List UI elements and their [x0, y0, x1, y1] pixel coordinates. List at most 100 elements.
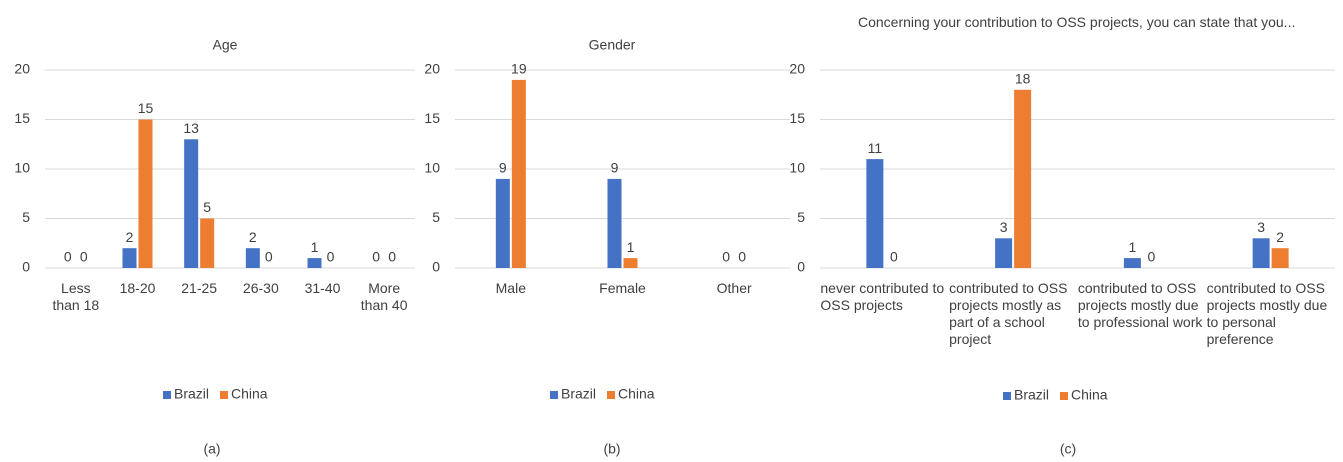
data-label: 11 — [868, 140, 883, 156]
data-label: 3 — [1257, 219, 1265, 235]
x-tick-label-box: Less than 18 — [52, 280, 100, 313]
data-label: 2 — [1276, 229, 1284, 245]
y-tick-label: 0 — [797, 259, 805, 275]
x-tick-label: Less than 18 — [52, 280, 100, 313]
legend-label: Brazil — [1014, 387, 1049, 403]
legend-label: Brazil — [561, 386, 596, 402]
chart-title: Age — [213, 37, 238, 53]
bar — [245, 248, 260, 268]
data-label: 1 — [311, 239, 319, 255]
y-tick-label: 5 — [797, 209, 805, 225]
bar — [623, 258, 638, 268]
data-label: 0 — [64, 249, 72, 265]
data-label: 0 — [388, 249, 396, 265]
bar — [866, 159, 884, 268]
legend-swatch — [1003, 392, 1011, 400]
x-tick-label: contributed to OSS projects mostly due t… — [1077, 280, 1203, 330]
x-tick-label: never contributed to OSS projects — [820, 280, 945, 313]
caption: (b) — [603, 441, 620, 457]
y-tick-label: 10 — [789, 160, 805, 176]
legend-swatch — [607, 391, 616, 399]
data-label: 0 — [890, 249, 898, 265]
y-tick-label: 20 — [424, 61, 440, 77]
y-tick-label: 10 — [424, 160, 440, 176]
bar — [495, 178, 510, 268]
data-label: 18 — [1015, 71, 1031, 87]
data-label: 19 — [511, 61, 527, 77]
chart-title: Gender — [589, 37, 636, 53]
y-tick-label: 20 — [789, 61, 805, 77]
x-tick-label-box: 18-20 — [119, 280, 156, 296]
bar — [138, 119, 153, 268]
x-tick-label-box: contributed to OSS projects mostly due t… — [1206, 280, 1328, 347]
data-label: 0 — [372, 249, 380, 265]
x-tick-label-box: contributed to OSS projects mostly due t… — [1077, 280, 1203, 330]
bar — [1123, 258, 1141, 268]
bar — [1252, 238, 1270, 268]
chart-title-box: Concerning your contribution to OSS proj… — [858, 14, 1295, 30]
x-tick-label-box: More than 40 — [360, 280, 408, 313]
data-label: 0 — [738, 249, 746, 265]
data-label: 15 — [138, 100, 154, 116]
x-tick-label: contributed to OSS projects mostly due t… — [1206, 280, 1328, 347]
y-tick-label: 5 — [432, 209, 440, 225]
data-label: 0 — [80, 249, 88, 265]
y-tick-label: 15 — [14, 110, 30, 126]
bar — [200, 218, 215, 268]
data-label: 0 — [327, 249, 335, 265]
x-tick-label: 18-20 — [119, 280, 156, 296]
y-tick-label: 0 — [432, 259, 440, 275]
bar — [307, 258, 322, 268]
legend-swatch — [163, 391, 171, 399]
x-tick-label: 26-30 — [242, 280, 279, 296]
x-tick-label: 31-40 — [304, 280, 341, 296]
bar — [1271, 248, 1289, 268]
y-tick-label: 0 — [22, 259, 30, 275]
data-label: 5 — [203, 199, 211, 215]
y-tick-label: 15 — [789, 110, 805, 126]
x-tick-label-box: never contributed to OSS projects — [820, 280, 945, 313]
bar — [122, 248, 137, 268]
data-label: 0 — [265, 249, 273, 265]
x-tick-label-box: 31-40 — [304, 280, 341, 296]
x-tick-label: Male — [495, 280, 526, 296]
y-tick-label: 5 — [22, 209, 30, 225]
legend-swatch — [220, 391, 229, 399]
x-tick-label-box: contributed to OSS projects mostly as pa… — [949, 280, 1067, 347]
bar — [607, 178, 622, 268]
x-tick-label: More than 40 — [360, 280, 408, 313]
x-tick-label-box: Male — [495, 280, 526, 296]
legend-label: China — [231, 386, 268, 402]
caption: (a) — [203, 441, 220, 457]
bar — [511, 79, 526, 269]
legend-label: Brazil — [174, 386, 209, 402]
legend-swatch — [550, 391, 558, 399]
legend-swatch — [1060, 392, 1069, 400]
x-tick-label-box: 21-25 — [181, 280, 218, 296]
legend-label: China — [618, 386, 655, 402]
bar — [1014, 89, 1032, 268]
data-label: 3 — [1000, 219, 1008, 235]
bar — [184, 139, 199, 268]
data-label: 0 — [722, 249, 730, 265]
caption: (c) — [1060, 441, 1076, 457]
data-label: 13 — [183, 120, 199, 136]
data-label: 9 — [499, 160, 507, 176]
data-label: 2 — [249, 229, 257, 245]
x-tick-label: 21-25 — [181, 280, 218, 296]
x-tick-label-box: Other — [716, 280, 752, 296]
data-label: 1 — [1128, 239, 1136, 255]
x-tick-label: Female — [599, 280, 646, 296]
bar — [995, 238, 1013, 268]
y-tick-label: 20 — [14, 61, 30, 77]
y-tick-label: 10 — [14, 160, 30, 176]
data-label: 2 — [126, 229, 134, 245]
y-tick-label: 15 — [424, 110, 440, 126]
data-label: 1 — [627, 239, 635, 255]
x-tick-label: Other — [716, 280, 752, 296]
data-label: 9 — [611, 160, 619, 176]
x-tick-label-box: Female — [599, 280, 646, 296]
data-label: 0 — [1147, 249, 1155, 265]
legend-label: China — [1071, 387, 1108, 403]
